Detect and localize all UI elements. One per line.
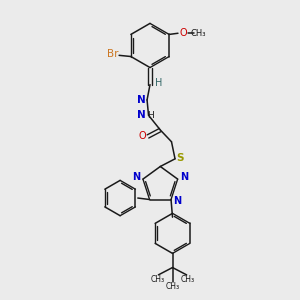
Text: CH₃: CH₃ [181,275,195,284]
Text: N: N [180,172,188,182]
Text: H: H [147,111,154,120]
Text: CH₃: CH₃ [150,275,165,284]
Text: N: N [137,110,146,120]
Text: CH₃: CH₃ [190,29,206,38]
Text: S: S [176,153,184,163]
Text: N: N [173,196,181,206]
Text: N: N [137,95,146,105]
Text: CH₃: CH₃ [165,282,180,291]
Text: N: N [132,172,140,182]
Text: Br: Br [107,49,118,59]
Text: O: O [139,131,146,142]
Text: O: O [179,28,187,38]
Text: H: H [155,78,163,88]
